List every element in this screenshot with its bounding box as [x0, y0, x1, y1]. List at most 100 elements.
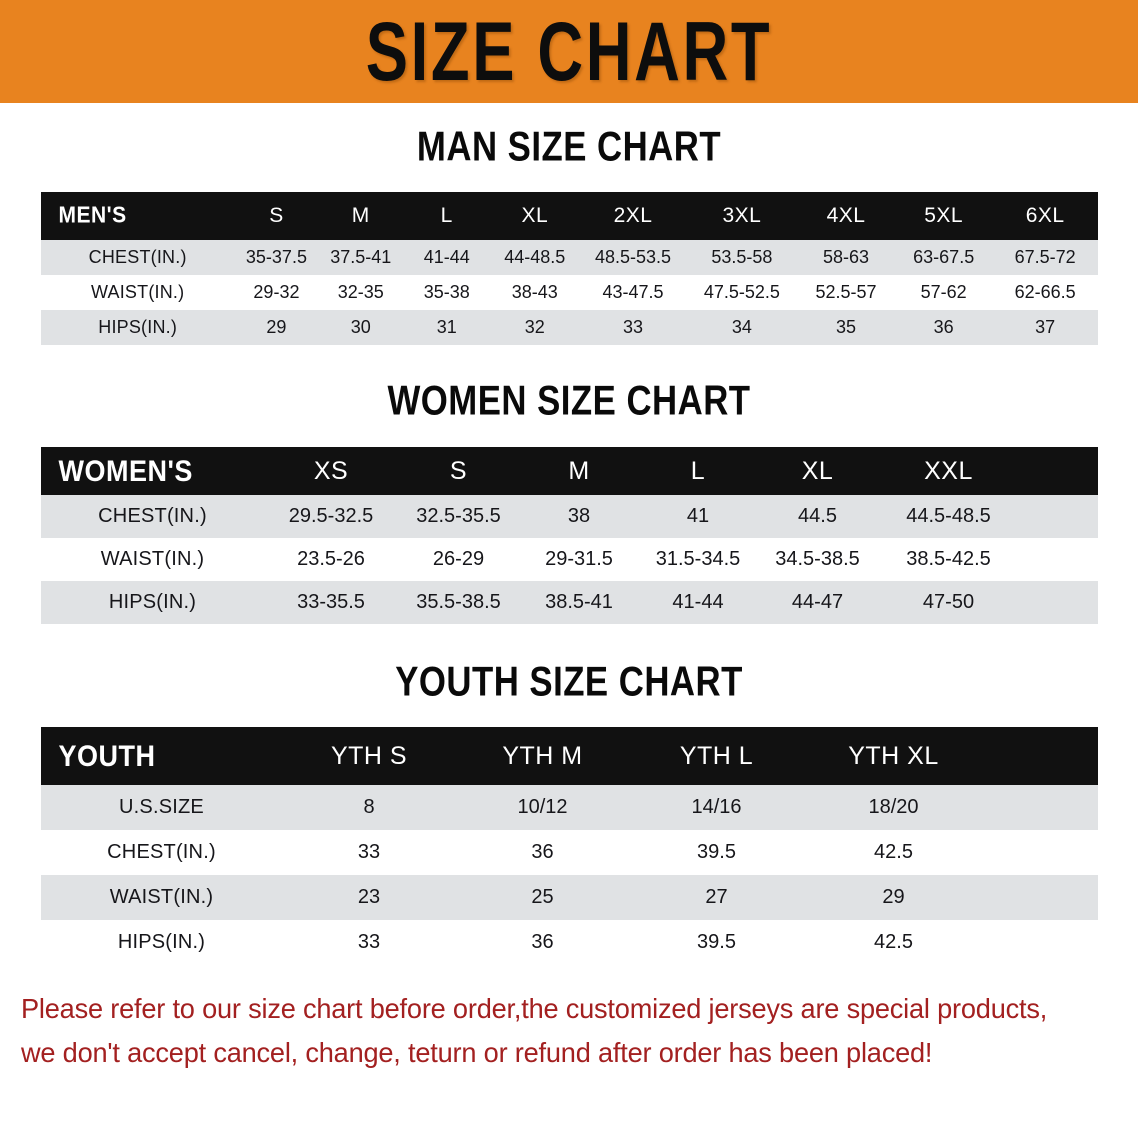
man-measurement-cell: 38-43 [511, 282, 558, 302]
youth-measurement-cell: 39.5 [697, 931, 736, 953]
youth-measurement-cell: 39.5 [697, 841, 736, 863]
man-section-title: MAN SIZE CHART [416, 123, 722, 170]
women-measurement-cell: 44-47 [791, 591, 844, 613]
man-measurement-cell: 35-37.5 [245, 247, 307, 267]
man-measurement-cell: 57-62 [920, 282, 967, 302]
man-measurement-cell: 67.5-72 [1014, 247, 1076, 267]
youth-section-title: YOUTH SIZE CHART [395, 658, 743, 705]
table-row: HIPS(IN.) 33-35.5 35.5-38.5 38.5-41 41-44 44-… [40, 581, 1098, 624]
man-measurement-cell: 43-47.5 [602, 282, 664, 302]
youth-measurement-cell: 18/20 [868, 796, 919, 818]
women-header-spacer [1020, 447, 1098, 495]
page-title: SIZE CHART [365, 5, 773, 98]
table-row: WAIST(IN.) 23 25 27 29 [40, 875, 1098, 920]
women-measurement-cell: 38.5-42.5 [906, 548, 991, 570]
women-measurement-cell: 47-50 [922, 591, 975, 613]
man-measurement-cell: 36 [933, 317, 954, 337]
youth-measurement-cell: 36 [531, 841, 554, 863]
youth-row-label: WAIST(IN.) [109, 886, 214, 908]
women-measurement-cell: 38.5-41 [545, 591, 613, 613]
youth-row-label: CHEST(IN.) [107, 841, 216, 863]
youth-row-label: HIPS(IN.) [117, 931, 206, 953]
women-cell-spacer [1020, 538, 1098, 581]
youth-measurement-cell: 27 [705, 886, 728, 908]
women-header-cell: L [690, 456, 706, 485]
man-measurement-cell: 47.5-52.5 [703, 282, 780, 302]
man-header-cell: XL [521, 204, 549, 227]
youth-measurement-cell: 42.5 [874, 841, 913, 863]
youth-header-cell: YTH S [330, 741, 408, 770]
man-measurement-cell: 58-63 [822, 247, 870, 267]
youth-measurement-cell: 14/16 [691, 796, 742, 818]
man-measurement-cell: 35 [835, 317, 857, 337]
man-measurement-cell: 29-32 [253, 282, 300, 302]
youth-header-cell: YTH L [679, 741, 754, 770]
man-size-table: MEN'S S M L XL 2XL 3XL 4XL 5XL 6XL CHEST(IN.) 35-37… [40, 192, 1098, 345]
women-measurement-cell: 38 [567, 505, 591, 527]
man-row-label: HIPS(IN.) [98, 317, 178, 337]
women-measurement-cell: 23.5-26 [297, 548, 365, 570]
women-header-cell: XXL [924, 456, 973, 485]
man-measurement-cell: 53.5-58 [711, 247, 773, 267]
women-size-table: WOMEN'S XS S M L XL XXL CHEST(IN.) 29.5-32.5 32.5… [40, 447, 1098, 624]
man-measurement-cell: 44-48.5 [504, 247, 566, 267]
man-row-label: CHEST(IN.) [88, 247, 187, 267]
women-measurement-cell: 35.5-38.5 [416, 591, 501, 613]
youth-header-cell: YTH M [502, 741, 583, 770]
youth-header-spacer [984, 727, 1098, 785]
man-header-cell: L [440, 204, 453, 227]
man-measurement-cell: 31 [436, 317, 457, 337]
man-measurement-cell: 48.5-53.5 [594, 247, 672, 267]
table-row: CHEST(IN.) 33 36 39.5 42.5 [40, 830, 1098, 875]
man-measurement-cell: 32-35 [337, 282, 384, 302]
youth-header-cell: YTH XL [848, 741, 939, 770]
youth-header-cell: YOUTH [58, 738, 156, 772]
youth-measurement-cell: 8 [363, 796, 375, 818]
man-measurement-cell: 37 [1035, 317, 1056, 337]
youth-cell-spacer [984, 875, 1098, 920]
women-row-label: HIPS(IN.) [108, 591, 197, 613]
women-header-cell: XL [801, 456, 834, 485]
man-header-cell: 3XL [722, 204, 762, 227]
youth-measurement-cell: 23 [357, 886, 381, 908]
women-row-label: WAIST(IN.) [100, 548, 205, 570]
man-measurement-cell: 29 [266, 317, 287, 337]
youth-measurement-cell: 33 [357, 931, 381, 953]
women-table-header-row: WOMEN'S XS S M L XL XXL [40, 447, 1098, 495]
man-header-cell: 2XL [613, 204, 653, 227]
women-section-title: WOMEN SIZE CHART [387, 377, 751, 424]
youth-measurement-cell: 33 [357, 841, 381, 863]
man-measurement-cell: 37.5-41 [330, 247, 392, 267]
man-header-cell: 4XL [826, 204, 866, 227]
women-measurement-cell: 31.5-34.5 [655, 548, 741, 570]
women-measurement-cell: 44.5 [798, 505, 837, 527]
disclaimer-line-2: we don't accept cancel, change, teturn o… [21, 1037, 933, 1068]
youth-row-label: U.S.SIZE [119, 796, 204, 818]
youth-size-table: YOUTH YTH S YTH M YTH L YTH XL U.S.SIZE 8 10/12… [40, 727, 1098, 965]
man-measurement-cell: 30 [350, 317, 371, 337]
page-banner: SIZE CHART [0, 0, 1138, 103]
women-cell-spacer [1020, 495, 1098, 538]
man-table-header-row: MEN'S S M L XL 2XL 3XL 4XL 5XL 6XL [40, 192, 1098, 240]
man-row-label: WAIST(IN.) [90, 282, 185, 302]
man-table-wrapper: MEN'S S M L XL 2XL 3XL 4XL 5XL 6XL CHEST(IN.) 35-37… [40, 192, 1098, 345]
youth-cell-spacer [984, 785, 1098, 830]
man-measurement-cell: 63-67.5 [913, 247, 975, 267]
women-measurement-cell: 26-29 [432, 548, 485, 570]
women-measurement-cell: 41 [686, 505, 710, 527]
man-header-cell: MEN'S [58, 202, 127, 229]
table-row: CHEST(IN.) 29.5-32.5 32.5-35.5 38 41 44.5 44.5… [40, 495, 1098, 538]
youth-table-header-row: YOUTH YTH S YTH M YTH L YTH XL [40, 727, 1098, 785]
women-measurement-cell: 41-44 [672, 591, 724, 613]
table-row: WAIST(IN.) 29-32 32-35 35-38 38-43 43-47.5 47.… [40, 275, 1098, 310]
women-table-wrapper: WOMEN'S XS S M L XL XXL CHEST(IN.) 29.5-32.5 32.5… [40, 447, 1098, 624]
table-row: HIPS(IN.) 29 30 31 32 33 34 35 36 37 [40, 310, 1098, 345]
man-header-cell: 6XL [1025, 204, 1065, 227]
youth-cell-spacer [984, 920, 1098, 965]
youth-table-wrapper: YOUTH YTH S YTH M YTH L YTH XL U.S.SIZE 8 10/12… [40, 727, 1098, 965]
women-row-label: CHEST(IN.) [98, 505, 207, 527]
women-header-cell: S [449, 456, 468, 485]
man-header-cell: S [269, 204, 284, 227]
women-measurement-cell: 32.5-35.5 [416, 505, 501, 527]
women-header-cell: M [568, 456, 590, 485]
